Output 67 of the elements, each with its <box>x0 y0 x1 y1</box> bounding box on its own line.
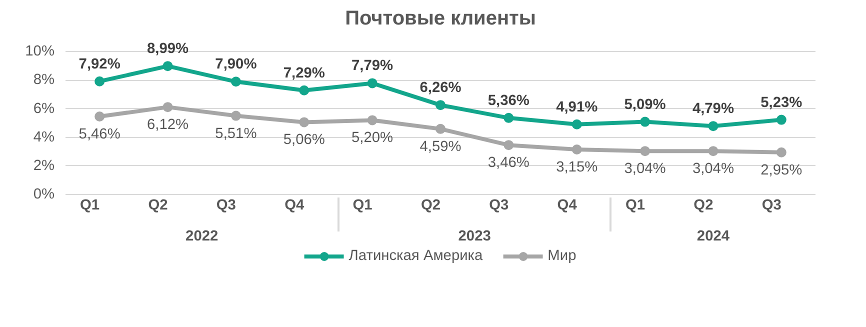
data-label: 5,51% <box>215 126 257 142</box>
data-label: 7,79% <box>352 58 394 74</box>
data-label: 5,09% <box>624 96 666 113</box>
data-label: 3,15% <box>556 160 598 176</box>
x-tick-label: Q2 <box>694 198 714 214</box>
point <box>776 147 786 158</box>
data-label: 3,46% <box>488 155 530 172</box>
data-label: 7,92% <box>78 56 120 72</box>
x-tick-label: Q2 <box>148 198 168 214</box>
x-tick-label: Q3 <box>489 198 509 214</box>
point <box>367 78 378 88</box>
legend-label: Мир <box>548 248 576 264</box>
chart-title: Почтовые клиенты <box>345 8 536 30</box>
data-label: 4,91% <box>556 99 598 116</box>
point <box>230 76 241 87</box>
x-tick-label: Q4 <box>284 198 305 214</box>
x-tick-label: Q2 <box>420 198 441 214</box>
data-label: 5,20% <box>352 130 394 146</box>
data-label: 5,46% <box>78 126 120 142</box>
data-label: 5,36% <box>488 92 530 109</box>
point <box>94 76 105 86</box>
point <box>572 119 582 130</box>
point <box>504 112 514 123</box>
data-label: 3,04% <box>624 161 666 178</box>
y-tick-label: 4% <box>33 129 55 146</box>
data-label: 7,29% <box>283 65 325 82</box>
data-label: 8,99% <box>146 41 189 58</box>
point <box>367 115 378 126</box>
data-label: 3,04% <box>692 161 734 178</box>
text: 2022 <box>186 228 218 244</box>
point <box>94 112 105 122</box>
text: 2023 <box>458 228 491 244</box>
x-tick-label: Q1 <box>80 198 100 214</box>
point <box>162 102 173 112</box>
y-tick-label: 6% <box>33 100 55 117</box>
y-tick-label: 8% <box>33 72 55 88</box>
y-tick-label: 2% <box>33 158 55 174</box>
point <box>504 140 514 150</box>
data-label: 5,23% <box>760 94 802 111</box>
point <box>708 121 718 132</box>
y-tick-label: 10% <box>25 44 55 60</box>
data-label: 2,95% <box>760 162 802 178</box>
y-tick-label: 0% <box>33 186 55 202</box>
x-tick-label: Q3 <box>762 198 782 214</box>
x-tick-label: Q4 <box>557 198 578 214</box>
point <box>230 110 241 121</box>
x-tick-label: Q1 <box>625 198 646 214</box>
data-label: 4,59% <box>420 138 462 155</box>
point <box>708 146 718 156</box>
x-tick-label: Q1 <box>352 198 372 214</box>
data-label: 6,12% <box>146 117 189 134</box>
data-label: 5,06% <box>283 132 325 148</box>
point <box>436 100 446 110</box>
point <box>640 146 650 156</box>
text: 2024 <box>696 228 730 244</box>
point <box>162 61 173 72</box>
data-label: 7,90% <box>215 56 257 73</box>
data-label: 6,26% <box>420 80 462 96</box>
x-tick-label: Q3 <box>216 198 236 214</box>
point <box>572 144 582 154</box>
point <box>436 124 446 134</box>
data-label: 4,79% <box>692 101 734 118</box>
point <box>299 85 310 96</box>
point <box>299 117 310 128</box>
point <box>640 116 650 127</box>
legend-label: Латинская Америка <box>348 248 483 264</box>
point <box>776 114 786 125</box>
